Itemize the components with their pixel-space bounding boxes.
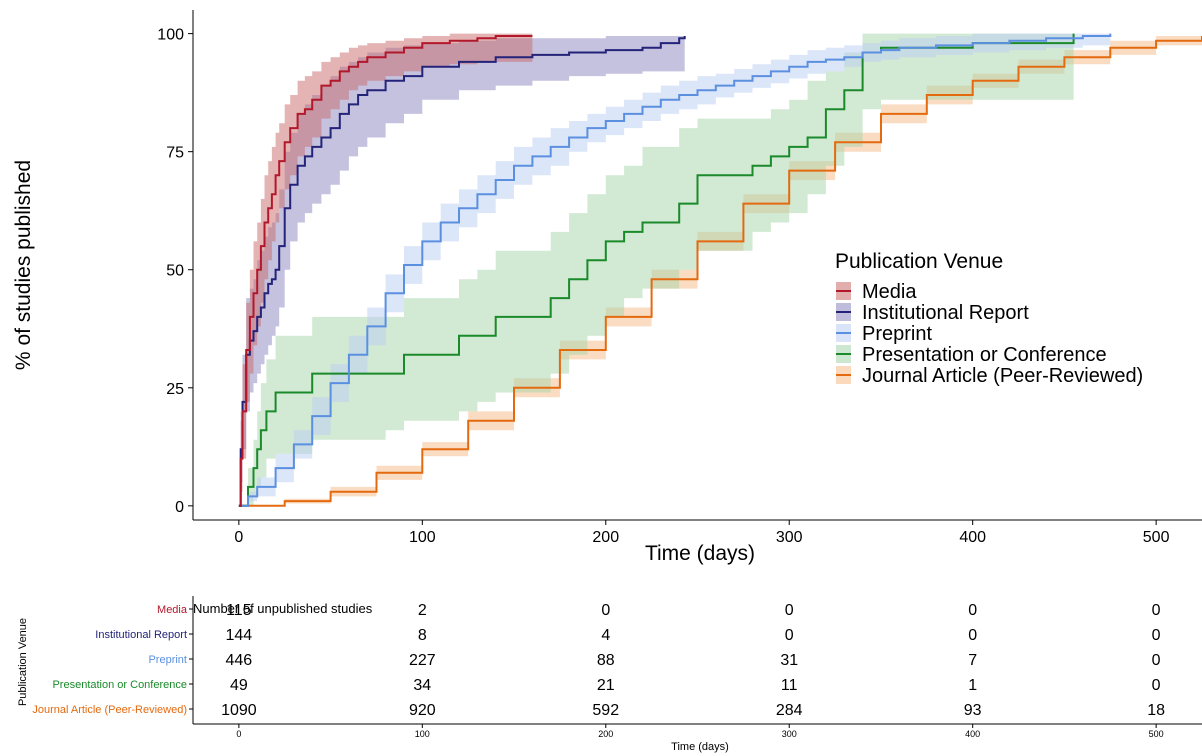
y-tick-label: 75 xyxy=(166,145,184,162)
risk-row-label-preprint: Preprint xyxy=(148,654,187,666)
y-tick-label: 25 xyxy=(166,381,184,398)
risk-cell: 0 xyxy=(1152,602,1161,619)
risk-cell: 284 xyxy=(776,702,803,719)
risk-x-tick-label: 400 xyxy=(965,729,980,739)
x-axis-title: Time (days) xyxy=(645,542,755,565)
legend-title: Publication Venue xyxy=(835,250,1003,273)
legend-label-preprint: Preprint xyxy=(862,323,932,345)
x-tick-label: 200 xyxy=(592,529,619,546)
risk-cell: 93 xyxy=(964,702,982,719)
risk-x-tick-label: 200 xyxy=(598,729,613,739)
risk-x-tick-label: 300 xyxy=(782,729,797,739)
bands-layer xyxy=(238,33,1202,506)
series-line-presentation-or-conference xyxy=(238,33,1075,507)
legend-label-institutional-report: Institutional Report xyxy=(862,302,1029,324)
ci-band-presentation-or-conference xyxy=(238,33,1074,506)
risk-cell: 227 xyxy=(409,652,436,669)
risk-cell: 1090 xyxy=(221,702,257,719)
x-tick-label: 300 xyxy=(776,529,803,546)
y-tick-label: 0 xyxy=(175,499,184,516)
series-line-media xyxy=(238,35,533,507)
x-tick-label: 0 xyxy=(234,529,243,546)
risk-x-tick-label: 100 xyxy=(415,729,430,739)
risk-cell: 920 xyxy=(409,702,436,719)
risk-x-tick-label: 0 xyxy=(236,729,241,739)
ci-band-institutional-report xyxy=(238,36,685,506)
risk-cell: 11 xyxy=(781,677,798,694)
risk-cell: 0 xyxy=(968,602,977,619)
risk-x-ticks: 0 100 200 300 400 500 xyxy=(236,724,1164,739)
risk-cell: 0 xyxy=(968,627,977,644)
ci-band-preprint xyxy=(238,33,1111,506)
y-axis-title: % of studies published xyxy=(12,160,35,370)
risk-cell: 1 xyxy=(968,677,977,694)
y-ticks: 0 25 50 75 100 xyxy=(157,27,193,516)
risk-table-y-title: Publication Venue xyxy=(17,618,29,706)
risk-row-label-media: Media xyxy=(157,604,188,616)
risk-x-tick-label: 500 xyxy=(1149,729,1164,739)
risk-cell: 0 xyxy=(1152,677,1161,694)
risk-cell: 18 xyxy=(1147,702,1165,719)
y-tick-label: 50 xyxy=(166,263,184,280)
risk-row-label-presentation-or-conference: Presentation or Conference xyxy=(52,679,187,691)
legend-label-presentation-or-conference: Presentation or Conference xyxy=(862,344,1107,366)
risk-cell: 0 xyxy=(785,627,794,644)
risk-cell: 49 xyxy=(230,677,248,694)
x-tick-label: 100 xyxy=(409,529,436,546)
risk-cell: 0 xyxy=(601,602,610,619)
risk-cell: 88 xyxy=(597,652,615,669)
risk-cell: 592 xyxy=(592,702,619,719)
risk-cell: 31 xyxy=(780,652,798,669)
risk-table-x-title: Time (days) xyxy=(671,741,729,753)
risk-rows: Media 115 2 0 0 0 0 Institutional Report 144 8 4 0 0… xyxy=(32,602,1165,719)
legend-label-media: Media xyxy=(862,281,917,303)
risk-cell: 4 xyxy=(601,627,610,644)
legend-label-journal-article-peer-reviewed: Journal Article (Peer-Reviewed) xyxy=(862,365,1143,387)
risk-cell: 144 xyxy=(226,627,253,644)
y-tick-label: 100 xyxy=(157,27,184,44)
series-line-journal-article-peer-reviewed xyxy=(238,36,1202,507)
risk-cell: 115 xyxy=(226,602,252,619)
risk-cell: 21 xyxy=(597,677,615,694)
risk-cell: 34 xyxy=(413,677,431,694)
lines-layer xyxy=(238,33,1202,507)
risk-cell: 7 xyxy=(968,652,977,669)
series-line-institutional-report xyxy=(238,36,686,507)
risk-cell: 0 xyxy=(785,602,794,619)
risk-cell: 446 xyxy=(226,652,253,669)
x-tick-label: 500 xyxy=(1143,529,1170,546)
risk-row-label-institutional-report: Institutional Report xyxy=(95,629,187,641)
risk-cell: 0 xyxy=(1152,652,1161,669)
risk-row-label-journal-article-peer-reviewed: Journal Article (Peer-Reviewed) xyxy=(32,704,187,716)
x-tick-label: 400 xyxy=(959,529,986,546)
series-line-preprint xyxy=(238,33,1112,507)
risk-table-title: Number of unpublished studies xyxy=(193,601,373,616)
x-ticks: 0 100 200 300 400 500 xyxy=(234,520,1170,546)
risk-cell: 0 xyxy=(1152,627,1161,644)
risk-cell: 8 xyxy=(418,627,427,644)
risk-cell: 2 xyxy=(418,602,427,619)
